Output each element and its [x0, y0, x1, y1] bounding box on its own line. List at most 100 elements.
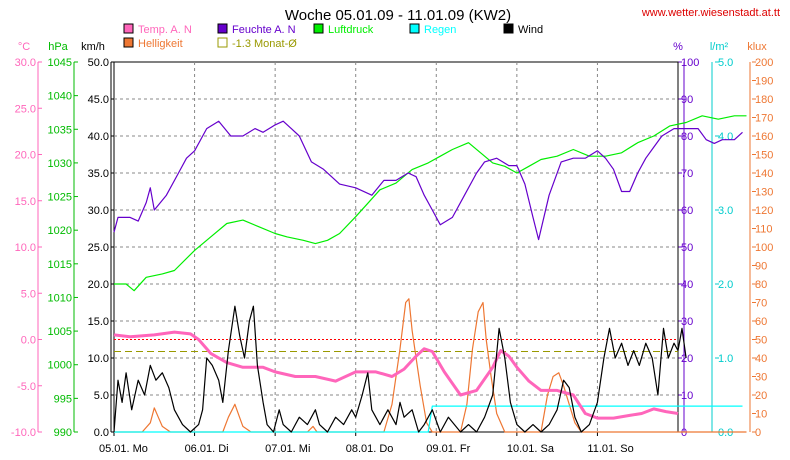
tick-label-press: 990 [54, 427, 72, 439]
tick-label-press: 1025 [48, 192, 72, 204]
tick-label-rain: 0.0 [718, 427, 733, 439]
tick-label-temp: 0.0 [21, 335, 36, 347]
tick-label-lux: 60 [755, 316, 767, 328]
x-tick-label: 08.01. Do [346, 443, 394, 455]
tick-label-lux: 10 [755, 409, 767, 421]
tick-label-temp: 10.0 [15, 242, 36, 254]
tick-label-wind: 5.0 [94, 390, 109, 402]
chart-title: Woche 05.01.09 - 11.01.09 (KW2) [285, 7, 511, 24]
tick-label-wind: 15.0 [88, 316, 109, 328]
x-tick-label: 06.01. Di [185, 443, 229, 455]
tick-label-lux: 100 [755, 242, 773, 254]
series-wind [113, 305, 687, 433]
legend-label: Wind [518, 24, 543, 36]
tick-label-press: 1020 [48, 225, 72, 237]
tick-label-temp: 30.0 [15, 57, 36, 69]
tick-label-hum: 40 [681, 279, 693, 291]
legend-swatch [217, 23, 228, 34]
tick-label-lux: 20 [755, 390, 767, 402]
tick-label-wind: 45.0 [88, 94, 109, 106]
tick-label-lux: 200 [755, 57, 773, 69]
tick-label-lux: 40 [755, 353, 767, 365]
tick-label-lux: 120 [755, 205, 773, 217]
tick-label-lux: 30 [755, 372, 767, 384]
legend-swatch [123, 37, 134, 48]
source-url: www.wetter.wiesenstadt.at.tt [641, 7, 780, 19]
tick-label-lux: 90 [755, 261, 767, 273]
tick-label-wind: 0.0 [94, 427, 109, 439]
tick-label-lux: 160 [755, 131, 773, 143]
axis-title-temp: °C [18, 41, 30, 53]
legend-swatch [409, 23, 420, 34]
tick-label-hum: 90 [681, 94, 693, 106]
tick-label-lux: 170 [755, 113, 773, 125]
tick-label-rain: 3.0 [718, 205, 733, 217]
tick-label-wind: 10.0 [88, 353, 109, 365]
tick-label-hum: 20 [681, 353, 693, 365]
tick-label-wind: 30.0 [88, 205, 109, 217]
plot-area [113, 61, 747, 433]
tick-label-wind: 20.0 [88, 279, 109, 291]
legend-swatch [123, 23, 134, 34]
tick-label-hum: 50 [681, 242, 693, 254]
tick-label-hum: 80 [681, 131, 693, 143]
x-tick-label: 09.01. Fr [426, 443, 470, 455]
series-luftdruck [114, 115, 747, 292]
tick-label-lux: 110 [755, 224, 773, 236]
legend: Temp. A. N Feuchte A. N Luftdruck Regen Wind… [123, 23, 543, 50]
tick-label-press: 1040 [48, 91, 72, 103]
tick-label-lux: 140 [755, 168, 773, 180]
series-temp-a-n [113, 330, 679, 420]
tick-label-rain: 5.0 [718, 57, 733, 69]
tick-label-lux: 50 [755, 335, 767, 347]
tick-label-hum: 60 [681, 205, 693, 217]
tick-label-lux: 150 [755, 150, 773, 162]
legend-label: Helligkeit [138, 38, 183, 50]
tick-label-lux: 80 [755, 279, 767, 291]
legend-swatch [217, 37, 228, 48]
tick-label-wind: 25.0 [88, 242, 109, 254]
legend-label: Luftdruck [328, 24, 374, 36]
axis-labels: 30.025.020.015.010.05.00.0-5.0-10.0°C104… [11, 41, 773, 455]
legend-label: Regen [424, 24, 456, 36]
series-regen [114, 405, 743, 433]
tick-label-temp: 15.0 [15, 196, 36, 208]
tick-label-temp: 5.0 [21, 288, 36, 300]
tick-label-hum: 100 [681, 57, 699, 69]
tick-label-press: 1010 [48, 292, 72, 304]
series-feuchte-a-n [113, 120, 743, 241]
tick-label-hum: 70 [681, 168, 693, 180]
tick-label-temp: 25.0 [15, 103, 36, 115]
axis-title-rain: l/m² [710, 41, 729, 53]
tick-label-press: 1005 [48, 326, 72, 338]
tick-label-lux: 0 [755, 427, 761, 439]
tick-label-temp: -5.0 [17, 381, 36, 393]
tick-label-press: 1045 [48, 57, 72, 69]
x-tick-label: 07.01. Mi [265, 443, 310, 455]
legend-label: Feuchte A. N [232, 24, 296, 36]
tick-label-press: 1000 [48, 360, 72, 372]
tick-label-press: 1030 [48, 158, 72, 170]
tick-label-press: 1035 [48, 124, 72, 136]
tick-label-temp: 20.0 [15, 150, 36, 162]
axis-title-press: hPa [48, 41, 68, 53]
axis-title-hum: % [673, 41, 683, 53]
tick-label-wind: 35.0 [88, 168, 109, 180]
legend-swatch [313, 23, 324, 34]
tick-label-temp: -10.0 [11, 427, 36, 439]
legend-label: -1.3 Monat-Ø [232, 38, 297, 50]
tick-label-hum: 10 [681, 390, 693, 402]
axis-title-wind: km/h [81, 41, 105, 53]
tick-label-lux: 180 [755, 94, 773, 106]
tick-label-lux: 70 [755, 298, 767, 310]
tick-label-press: 995 [54, 393, 72, 405]
tick-label-rain: 1.0 [718, 353, 733, 365]
tick-label-rain: 2.0 [718, 279, 733, 291]
tick-label-wind: 40.0 [88, 131, 109, 143]
tick-label-lux: 190 [755, 76, 773, 88]
tick-label-hum: 0 [681, 427, 687, 439]
series-helligkeit [114, 298, 747, 433]
x-tick-label: 10.01. Sa [507, 443, 555, 455]
tick-label-press: 1015 [48, 259, 72, 271]
